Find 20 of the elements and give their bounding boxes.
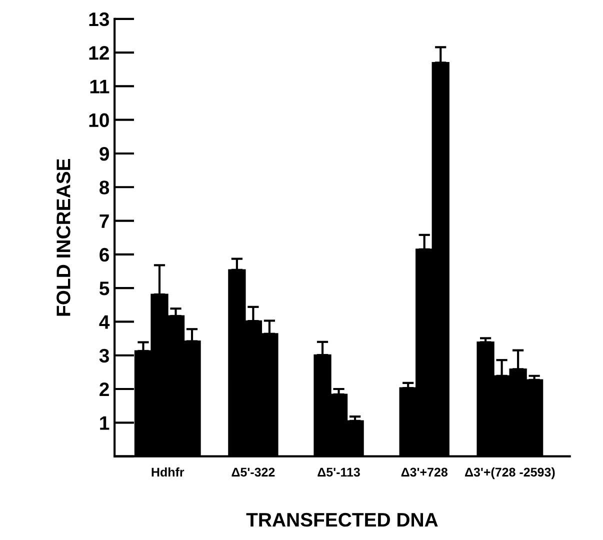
x-tick-label: Hdhfr <box>152 467 184 477</box>
y-tick-label: 7 <box>100 214 109 228</box>
y-axis-title: FOLD INCREASE <box>56 158 70 316</box>
y-tick-label: 5 <box>99 282 110 296</box>
y-tick-label: 9 <box>100 146 109 161</box>
y-tick-label: 12 <box>89 46 109 60</box>
y-tick-label: 6 <box>100 248 110 262</box>
y-tick-label: 3 <box>99 348 110 363</box>
y-tick-label: 11 <box>90 80 110 94</box>
y-tick-label: 2 <box>100 382 109 396</box>
x-tick-label: Δ5'-113 <box>318 468 360 477</box>
y-tick-label: 1 <box>100 416 110 430</box>
y-tick-label: 13 <box>89 12 110 26</box>
x-tick-label: Δ3'+728 <box>401 468 448 477</box>
y-tick-label: 8 <box>100 180 110 194</box>
x-tick-label: Δ5'-322 <box>232 468 275 477</box>
x-axis-title: TRANSFECTED DNA <box>246 512 438 527</box>
y-tick-label: 4 <box>99 315 110 329</box>
x-tick-label: Δ3'+(728 -2593) <box>465 467 555 480</box>
y-tick-label: 10 <box>89 113 109 128</box>
